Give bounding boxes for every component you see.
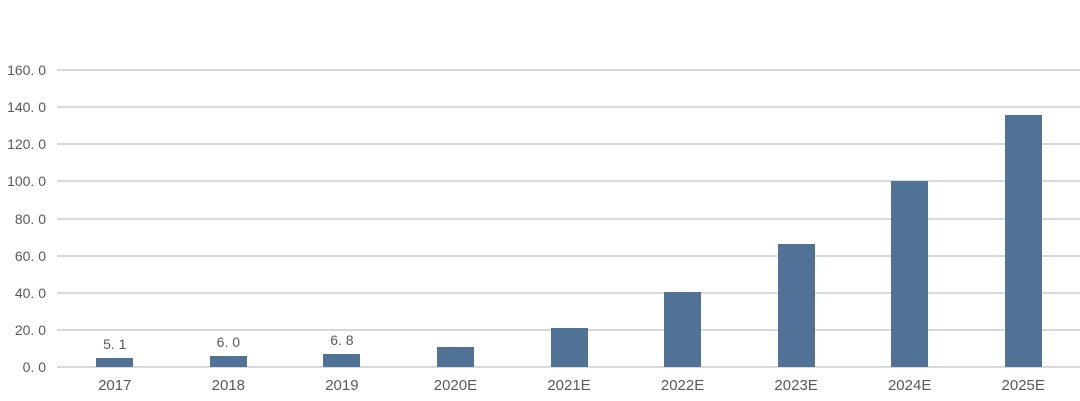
- gridline: [57, 180, 1080, 183]
- x-axis-category-label: 2019: [325, 377, 359, 394]
- y-axis-tick-label: 160. 0: [7, 62, 46, 78]
- gridline: [57, 69, 1080, 71]
- x-axis-category-label: 2022E: [660, 377, 705, 394]
- gridline: [57, 217, 1080, 220]
- bar-value-label: 6. 0: [216, 333, 240, 350]
- x-axis-category-label: 2018: [211, 377, 246, 394]
- gridline: [57, 366, 1080, 368]
- x-axis-category-label: 2025E: [1001, 377, 1045, 394]
- y-axis-tick-label: 120. 0: [7, 136, 46, 153]
- x-axis-category-label: 2021E: [547, 377, 591, 394]
- x-axis-category-label: 2023E: [774, 377, 818, 394]
- bar: [891, 180, 929, 367]
- gridline: [57, 254, 1080, 257]
- bar: [436, 347, 474, 367]
- y-axis-tick-label: 100. 0: [7, 173, 46, 190]
- bar: [550, 328, 588, 367]
- bar-value-label: 6. 8: [330, 332, 354, 349]
- bar-value-label: 5. 1: [103, 335, 127, 352]
- y-axis-tick-label: 40. 0: [14, 284, 46, 301]
- gridline: [57, 291, 1080, 294]
- bar: [96, 357, 134, 367]
- x-axis-category-label: 2017: [98, 377, 132, 394]
- bar: [209, 355, 247, 367]
- y-axis-tick-label: 140. 0: [7, 99, 46, 116]
- x-axis-category-label: 2024E: [887, 377, 932, 394]
- bar: [323, 354, 361, 367]
- y-axis-tick-label: 80. 0: [14, 210, 46, 227]
- gridline: [57, 106, 1080, 109]
- bar: [664, 291, 702, 367]
- gridline: [57, 143, 1080, 146]
- y-axis-tick-label: 60. 0: [14, 247, 46, 264]
- bar: [777, 244, 815, 367]
- y-axis-tick-label: 0. 0: [22, 359, 46, 375]
- bar: [1004, 114, 1042, 367]
- y-axis-tick-label: 20. 0: [14, 321, 46, 338]
- x-axis-category-label: 2020E: [433, 377, 478, 394]
